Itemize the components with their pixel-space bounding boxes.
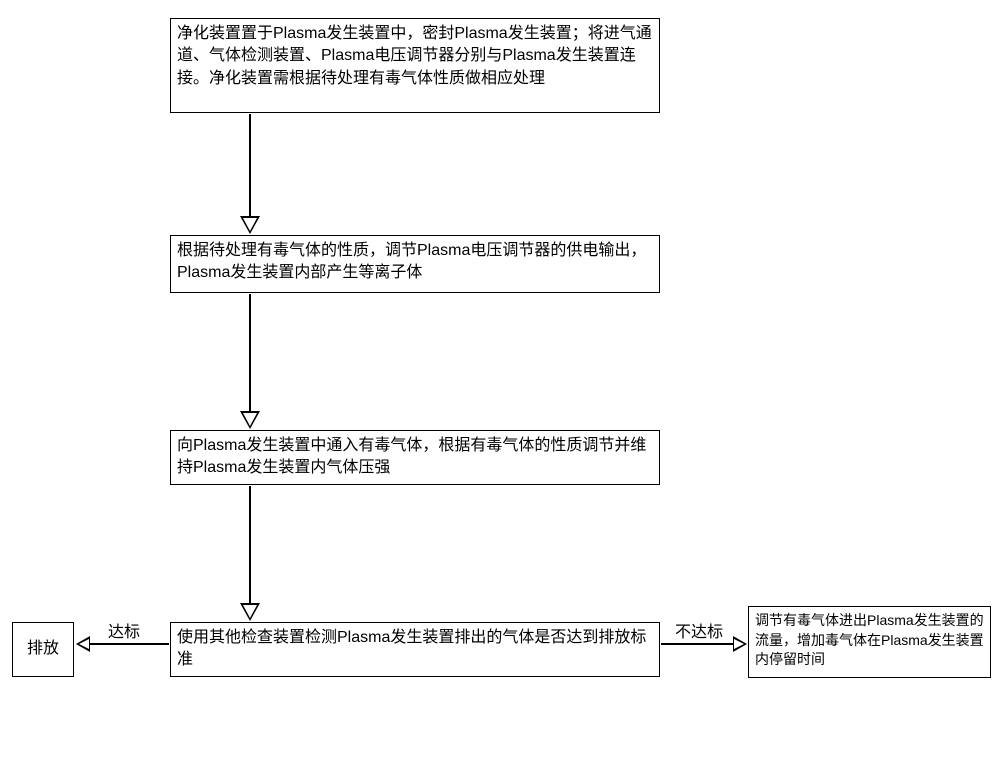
emit-text: 排放 [27, 638, 59, 660]
emit-box: 排放 [12, 622, 74, 677]
adjust-box: 调节有毒气体进出Plasma发生装置的流量，增加毒气体在Plasma发生装置内停… [748, 606, 991, 678]
label-pass: 达标 [108, 618, 140, 642]
flow-step-2-text: 根据待处理有毒气体的性质，调节Plasma电压调节器的供电输出，Plasma发生… [177, 242, 646, 281]
flow-step-2: 根据待处理有毒气体的性质，调节Plasma电压调节器的供电输出，Plasma发生… [170, 235, 660, 293]
flow-step-1-text: 净化装置置于Plasma发生装置中，密封Plasma发生装置；将进气通道、气体检… [177, 25, 652, 87]
label-fail: 不达标 [675, 618, 723, 642]
arrow-1 [240, 114, 260, 234]
flow-step-1: 净化装置置于Plasma发生装置中，密封Plasma发生装置；将进气通道、气体检… [170, 18, 660, 113]
flow-step-3: 向Plasma发生装置中通入有毒气体，根据有毒气体的性质调节并维持Plasma发… [170, 430, 660, 485]
flow-step-4: 使用其他检查装置检测Plasma发生装置排出的气体是否达到排放标准 [170, 622, 660, 677]
adjust-text: 调节有毒气体进出Plasma发生装置的流量，增加毒气体在Plasma发生装置内停… [755, 612, 984, 667]
arrow-3 [240, 486, 260, 621]
flow-step-4-text: 使用其他检查装置检测Plasma发生装置排出的气体是否达到排放标准 [177, 629, 646, 668]
arrow-2 [240, 294, 260, 429]
flow-step-3-text: 向Plasma发生装置中通入有毒气体，根据有毒气体的性质调节并维持Plasma发… [177, 437, 646, 476]
